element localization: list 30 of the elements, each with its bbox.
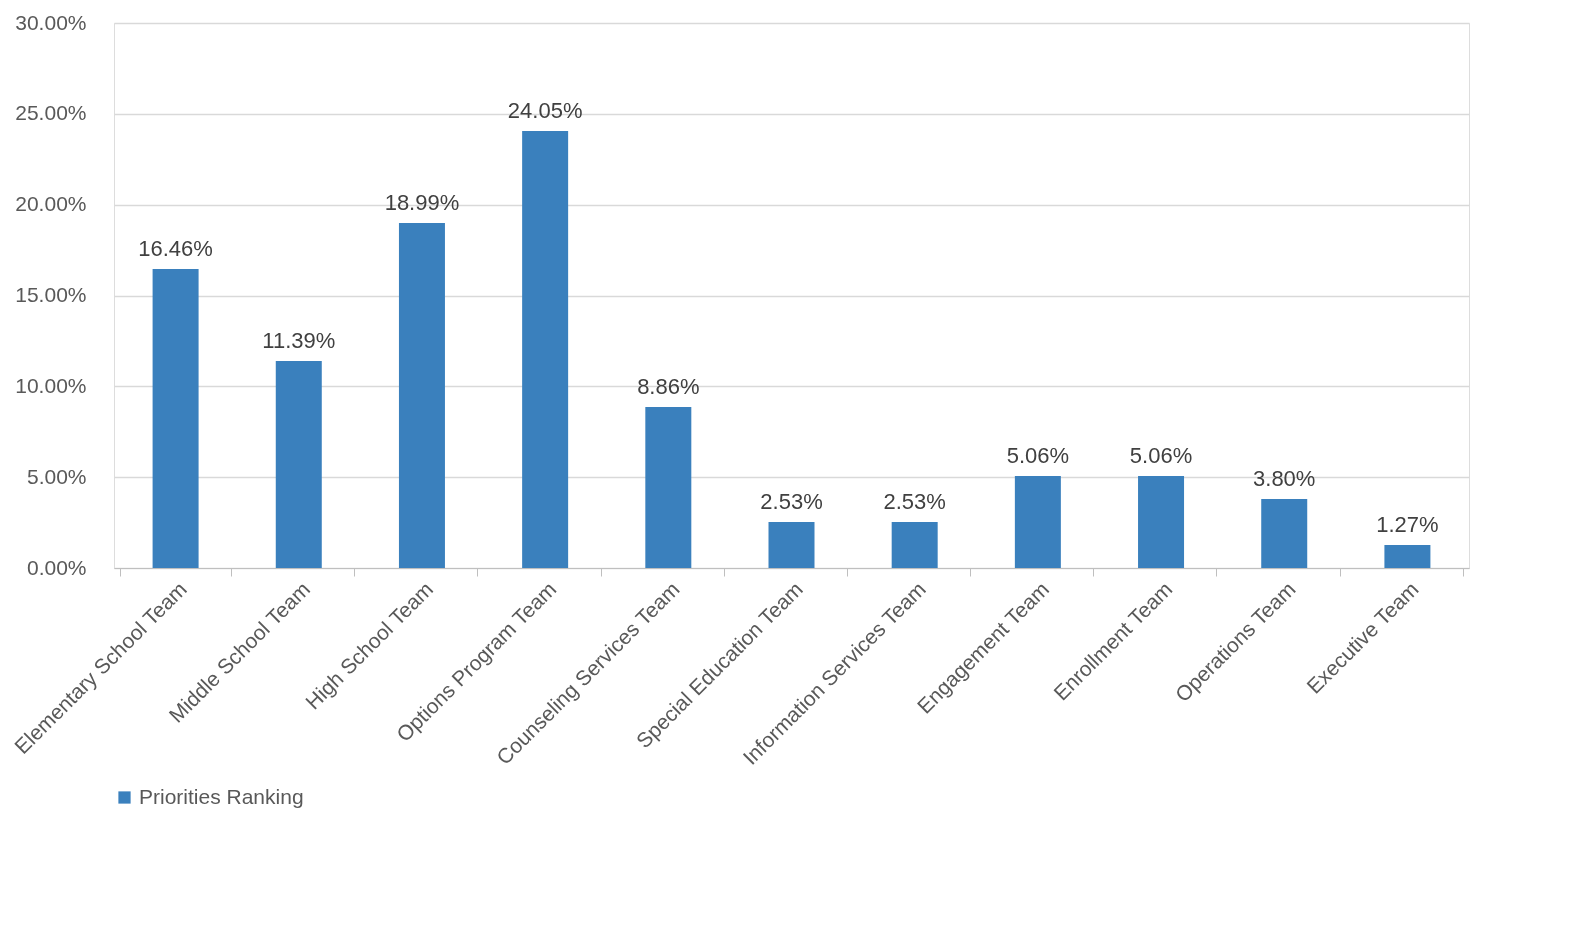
y-tick-label: 20.00% (15, 192, 87, 216)
data-label: 16.46% (138, 235, 213, 261)
y-tick-label: 25.00% (15, 101, 87, 125)
bar (275, 361, 322, 568)
bar (522, 131, 569, 568)
data-label: 5.06% (1129, 443, 1193, 469)
data-label: 18.99% (384, 190, 460, 216)
y-tick-label: 15.00% (15, 283, 87, 306)
bar (645, 407, 692, 568)
data-label: 2.53% (760, 489, 823, 515)
bar (891, 522, 938, 568)
bar (1261, 498, 1308, 568)
bar (398, 223, 445, 568)
bar (1138, 476, 1185, 568)
data-label: 8.86% (637, 374, 700, 400)
bar (1014, 476, 1061, 568)
bar (1384, 544, 1431, 568)
y-tick-label: 0.00% (26, 555, 87, 579)
y-tick-label: 5.00% (26, 464, 87, 488)
data-label: 11.39% (262, 328, 336, 354)
bar (152, 268, 199, 568)
y-tick-label: 10.00% (15, 373, 87, 397)
data-label: 5.06% (1006, 443, 1070, 469)
legend-label: Priorities Ranking (139, 784, 304, 808)
data-label: 3.80% (1253, 465, 1316, 491)
data-label: 24.05% (507, 98, 583, 124)
data-label: 1.27% (1376, 511, 1439, 537)
data-label: 2.53% (883, 489, 946, 515)
y-tick-label: 30.00% (15, 10, 87, 34)
bar (768, 522, 815, 568)
